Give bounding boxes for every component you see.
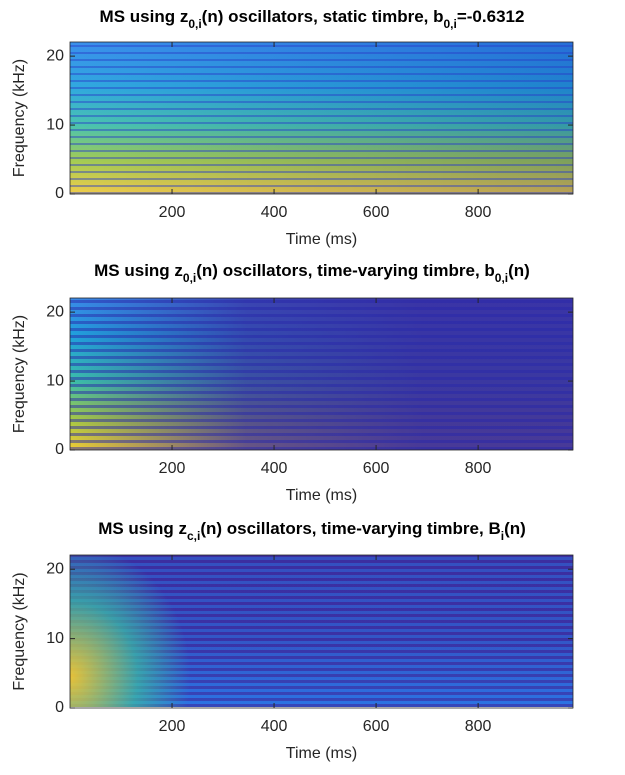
x-tick-label: 400 <box>261 718 288 735</box>
y-tick-label: 20 <box>46 303 64 320</box>
plot-frame <box>69 41 574 195</box>
chart-title: MS using z0,i(n) oscillators, time-varyi… <box>94 261 530 285</box>
y-tick-label: 20 <box>46 47 64 64</box>
x-tick-label: 200 <box>159 204 186 221</box>
y-axis-label: Frequency (kHz) <box>11 572 28 690</box>
spectrogram-image <box>70 555 573 707</box>
title-text: (n) <box>504 519 526 538</box>
title-text: MS using z <box>98 519 187 538</box>
y-tick-label: 10 <box>46 630 64 647</box>
title-text: =-0.6312 <box>457 7 525 26</box>
y-axis-label: Frequency (kHz) <box>11 59 28 177</box>
title-subscript: 0,i <box>183 271 196 285</box>
x-tick-label: 600 <box>363 204 390 221</box>
title-subscript: c,i <box>187 529 200 543</box>
y-axis-label: Frequency (kHz) <box>11 315 28 433</box>
x-axis-label: Time (ms) <box>286 745 357 762</box>
x-tick-label: 400 <box>261 460 288 477</box>
y-tick-label: 0 <box>55 441 64 458</box>
title-subscript: 0,i <box>495 271 508 285</box>
spectrogram-image <box>70 298 573 450</box>
y-tick-label: 10 <box>46 116 64 133</box>
x-tick-label: 800 <box>465 718 492 735</box>
title-text: (n) oscillators, time-varying timbre, b <box>196 261 495 280</box>
title-text: (n) oscillators, time-varying timbre, B <box>200 519 500 538</box>
x-tick-label: 600 <box>363 460 390 477</box>
spectrogram-image <box>70 42 573 194</box>
title-text: MS using z <box>100 7 189 26</box>
title-text: (n) oscillators, static timbre, b <box>202 7 444 26</box>
x-tick-label: 200 <box>159 460 186 477</box>
title-text: (n) <box>508 261 530 280</box>
y-tick-label: 10 <box>46 372 64 389</box>
chart-title: MS using zc,i(n) oscillators, time-varyi… <box>98 519 526 543</box>
x-axis-label: Time (ms) <box>286 231 357 248</box>
chart-title: MS using z0,i(n) oscillators, static tim… <box>100 7 525 31</box>
title-subscript: i <box>501 529 504 543</box>
x-tick-label: 600 <box>363 718 390 735</box>
title-text: MS using z <box>94 261 183 280</box>
x-axis-label: Time (ms) <box>286 487 357 504</box>
x-tick-label: 800 <box>465 460 492 477</box>
x-tick-label: 200 <box>159 718 186 735</box>
y-tick-label: 20 <box>46 560 64 577</box>
x-tick-label: 400 <box>261 204 288 221</box>
plot-frame <box>69 554 574 709</box>
y-tick-label: 0 <box>55 699 64 716</box>
y-tick-label: 0 <box>55 185 64 202</box>
x-tick-label: 800 <box>465 204 492 221</box>
plot-frame <box>69 297 574 451</box>
title-subscript: 0,i <box>444 17 457 31</box>
title-subscript: 0,i <box>188 17 201 31</box>
